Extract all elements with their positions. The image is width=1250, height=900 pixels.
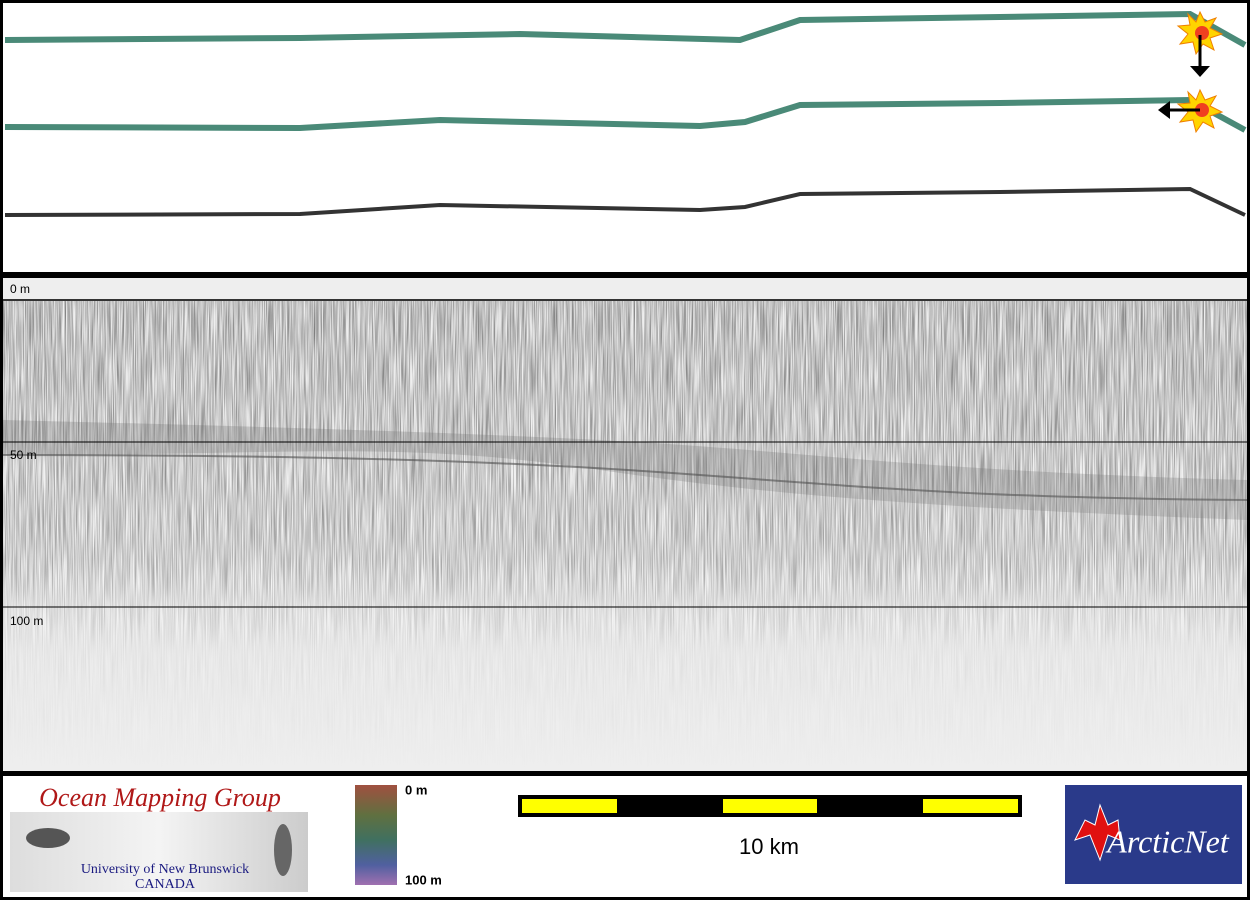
- color-scale-label: 100 m: [405, 872, 442, 887]
- logo-title: ArcticNet: [1105, 823, 1230, 859]
- logo-title: Ocean Mapping Group: [39, 783, 281, 812]
- scale-bar: [518, 795, 1022, 817]
- depth-label: 50 m: [10, 448, 37, 462]
- depth-label: 100 m: [10, 614, 43, 628]
- track-line: [4, 10, 1247, 48]
- end-marker: [1158, 88, 1224, 134]
- depth-fade: [3, 300, 1247, 771]
- depth-label: 0 m: [10, 282, 30, 296]
- track-panel: [3, 3, 1247, 272]
- track-line: [4, 186, 1246, 217]
- arcticnet-logo: ArcticNet: [1065, 785, 1242, 884]
- color-scale: [355, 785, 397, 885]
- scale-label: 10 km: [739, 834, 799, 859]
- track-line: [4, 96, 1247, 133]
- logo-text: University of New Brunswick: [81, 862, 249, 877]
- start-marker: [1176, 10, 1224, 77]
- omg-logo: Ocean Mapping Group University of New Br…: [10, 783, 308, 892]
- color-scale-label: 0 m: [405, 782, 427, 797]
- logo-text: CANADA: [135, 877, 196, 892]
